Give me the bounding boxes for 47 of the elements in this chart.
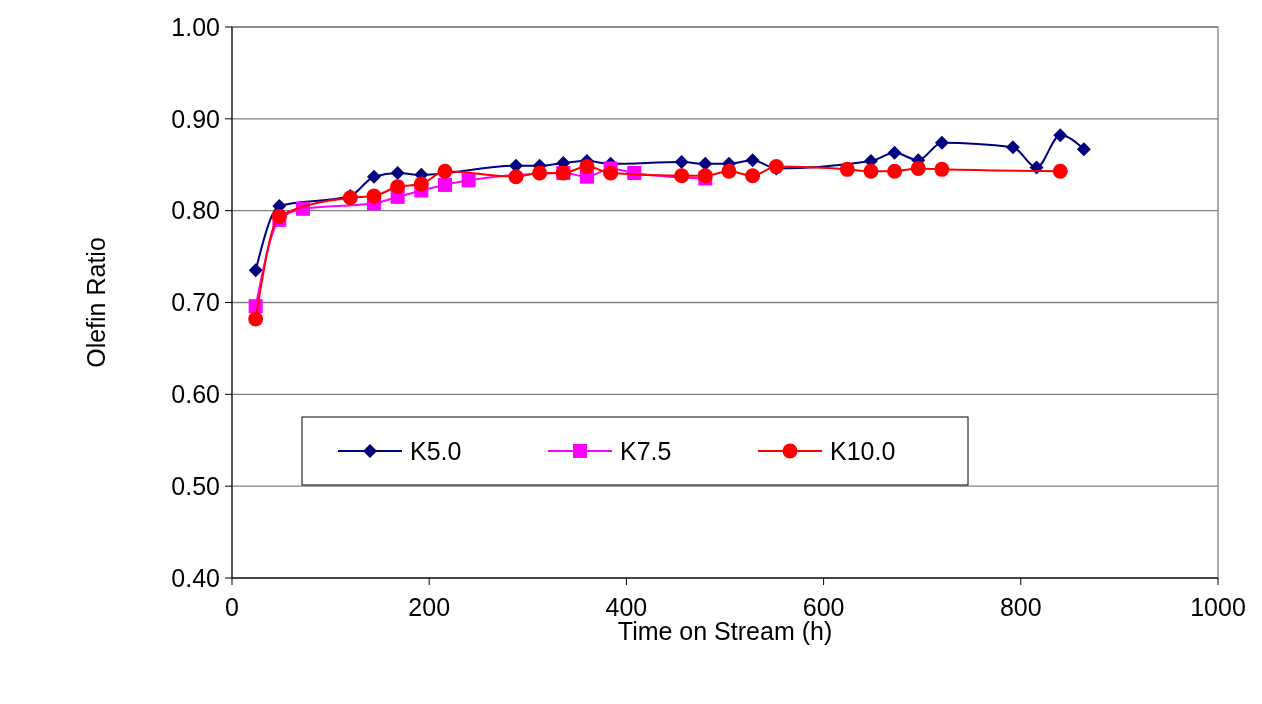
point <box>366 188 382 204</box>
point <box>1052 163 1068 179</box>
point <box>248 263 263 278</box>
y-tick-label: 0.60 <box>171 380 220 409</box>
point <box>248 311 264 327</box>
point <box>887 163 903 179</box>
point <box>603 165 619 181</box>
point <box>698 156 713 171</box>
point <box>910 160 926 176</box>
point <box>674 168 690 184</box>
point <box>366 169 381 184</box>
y-tick-label: 0.80 <box>171 196 220 225</box>
point <box>887 145 902 160</box>
point <box>863 163 879 179</box>
x-tick-label: 200 <box>408 593 451 621</box>
point <box>745 153 760 168</box>
point <box>390 179 406 195</box>
point <box>745 168 761 184</box>
point <box>413 176 429 192</box>
point <box>1076 142 1091 157</box>
point <box>579 159 595 175</box>
point <box>934 161 950 177</box>
point <box>437 177 452 192</box>
point <box>532 165 548 181</box>
point <box>437 163 453 179</box>
point <box>461 173 476 188</box>
point <box>674 154 689 169</box>
y-tick-label: 0.70 <box>171 288 220 317</box>
y-tick-label: 0.50 <box>171 471 220 500</box>
point <box>721 163 737 179</box>
point <box>390 166 405 181</box>
y-tick-label: 1.00 <box>171 12 220 41</box>
x-tick-label: 0 <box>225 593 239 621</box>
point <box>1005 140 1020 155</box>
y-tick-label: 0.40 <box>171 563 220 592</box>
legend-label: K10.0 <box>830 436 896 465</box>
point <box>508 169 524 185</box>
point <box>934 135 949 150</box>
y-axis-title: Olefin Ratio <box>82 237 110 368</box>
x-tick-label: 800 <box>999 593 1042 621</box>
point <box>839 161 855 177</box>
point <box>1053 128 1068 143</box>
point <box>271 208 287 224</box>
x-tick-label: 1000 <box>1190 593 1246 621</box>
y-tick-label: 0.90 <box>171 104 220 133</box>
legend-label: K5.0 <box>410 436 462 465</box>
legend-label: K7.5 <box>620 436 672 465</box>
